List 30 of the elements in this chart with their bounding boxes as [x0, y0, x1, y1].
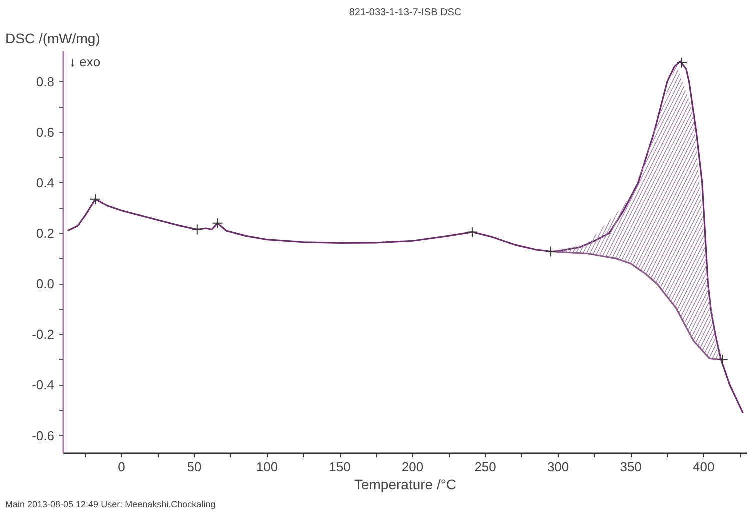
y-tick-label: -0.4 — [32, 378, 55, 393]
point — [466, 226, 478, 238]
x-tick-label: 100 — [256, 460, 278, 474]
x-tick-label: 250 — [474, 460, 496, 474]
y-tick-label: -0.2 — [32, 327, 55, 342]
x-tick-label: 300 — [547, 460, 570, 474]
x-tick-label: 200 — [402, 460, 424, 474]
chart-title: 821-033-1-13-7-ISB DSC — [349, 8, 462, 18]
y-tick-label: -0.6 — [32, 428, 55, 444]
x-tick-label: 350 — [620, 460, 642, 474]
point — [192, 224, 203, 236]
text: Main 2013-08-05 12:49 User: Meenakshi.Chockaling — [6, 500, 216, 510]
y-tick-label: 0.8 — [36, 74, 55, 90]
y-axis-title: DSC /(mW/mg) — [6, 30, 100, 46]
y-tick-label: 0.0 — [36, 276, 55, 292]
y-tick-label: 0.2 — [36, 226, 55, 242]
y-tick-label: 0.6 — [36, 124, 55, 140]
x-tick-label: 0 — [118, 460, 126, 474]
y-tick-label: 0.4 — [36, 175, 55, 190]
point — [676, 57, 688, 68]
point — [90, 194, 102, 205]
point — [546, 246, 557, 258]
x-tick-label: 400 — [692, 460, 715, 474]
x-tick-label: 150 — [329, 460, 351, 474]
annotation: ↓ exo — [70, 54, 101, 70]
line-series — [550, 250, 722, 361]
x-tick-label: 50 — [187, 460, 202, 474]
point — [212, 218, 224, 229]
x-axis-title: Temperature /°C — [354, 476, 457, 492]
point — [717, 354, 728, 366]
